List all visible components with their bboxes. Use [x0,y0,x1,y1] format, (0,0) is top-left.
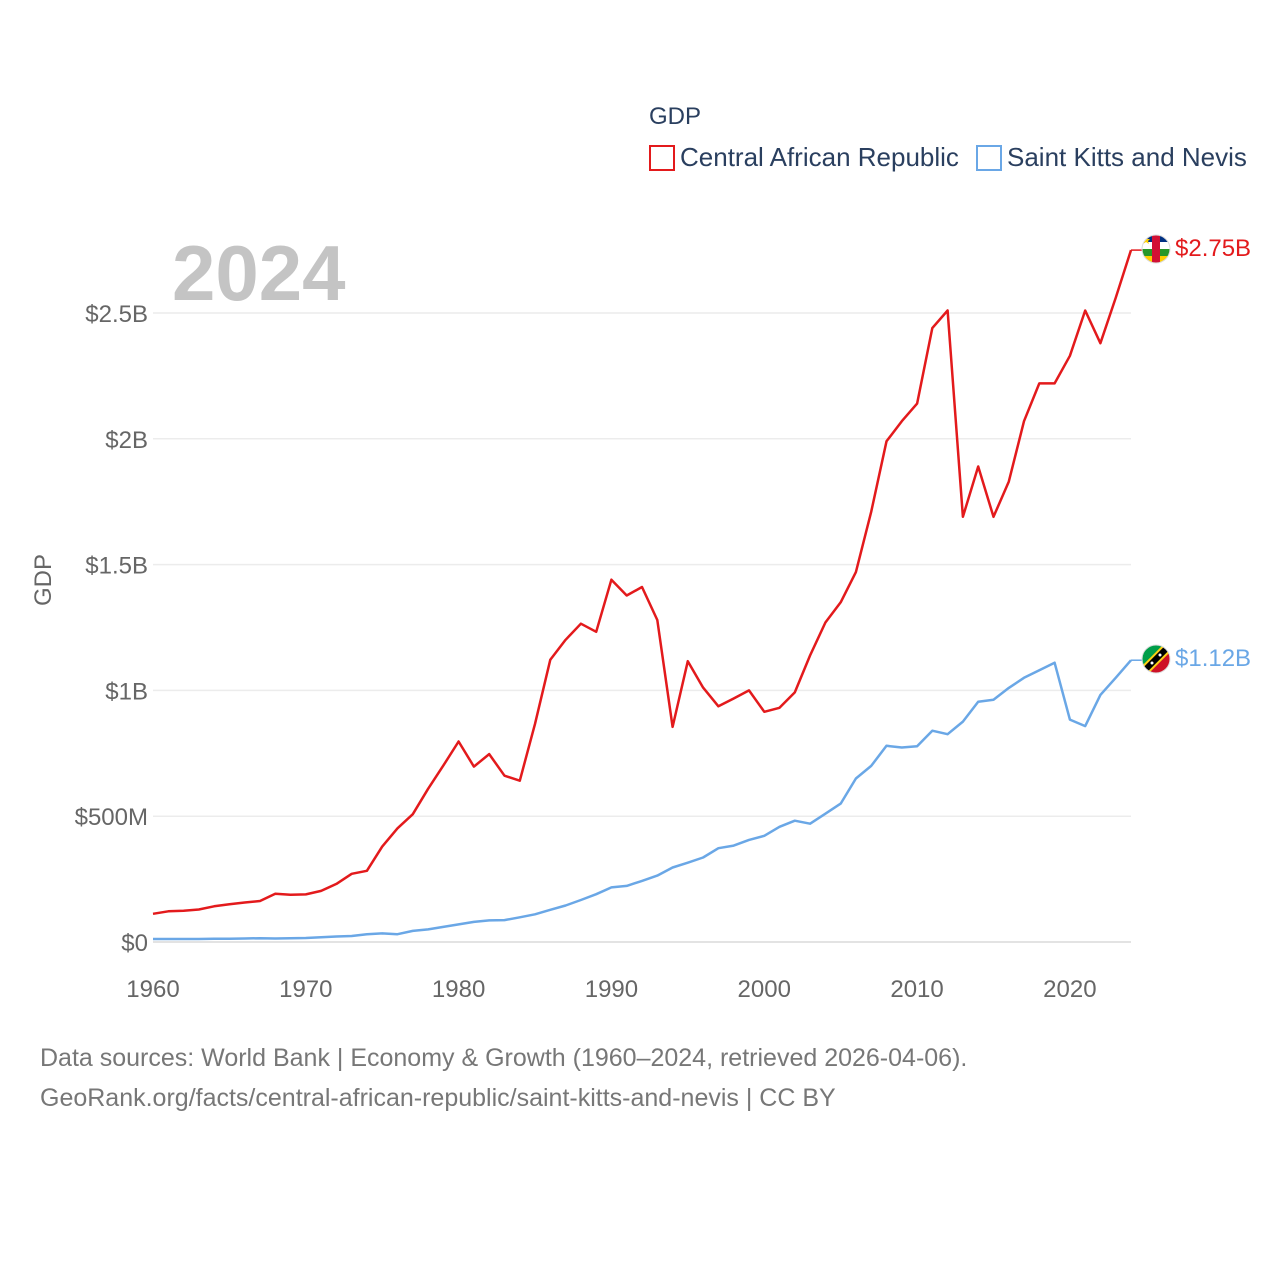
legend-item-kn[interactable]: Saint Kitts and Nevis [976,142,1247,172]
footer-sources: Data sources: World Bank | Economy & Gro… [40,1044,968,1072]
y-tick-label: $500M [75,804,148,831]
x-tick-label: 2000 [738,976,791,1003]
y-tick-label: $1.5B [85,553,148,580]
y-tick-label: $2B [105,427,148,454]
x-axis-ticks: 1960 1970 1980 1990 2000 2010 2020 [126,976,1096,1003]
central-african-republic-flag-icon [1141,234,1171,264]
y-axis-ticks: $0 $500M $1B $1.5B $2B $2.5B [75,301,148,957]
x-tick-label: 1980 [432,976,485,1003]
series-line-kn[interactable] [153,659,1132,941]
legend-label: Central African Republic [680,142,959,172]
legend-item-car[interactable]: Central African Republic [649,142,959,172]
end-label-kn: $1.12B [1175,645,1251,672]
series-line-car[interactable] [152,249,1133,916]
legend[interactable]: GDP Central African Republic Saint Kitts… [649,103,1247,172]
footer-link[interactable]: GeoRank.org/facts/central-african-republ… [40,1084,836,1112]
year-label: 2024 [172,229,346,317]
y-tick-label: $1B [105,678,148,705]
legend-swatch [976,145,1002,171]
saint-kitts-and-nevis-flag-icon [1141,644,1171,674]
legend-label: Saint Kitts and Nevis [1007,142,1247,172]
end-label-car: $2.75B [1175,235,1251,262]
legend-title: GDP [649,103,701,130]
legend-swatch [649,145,675,171]
x-tick-label: 2020 [1043,976,1096,1003]
y-tick-label: $2.5B [85,301,148,328]
y-tick-label: $0 [121,930,148,957]
gridlines [153,312,1131,943]
x-tick-label: 2010 [890,976,943,1003]
x-tick-label: 1990 [585,976,638,1003]
x-tick-label: 1970 [279,976,332,1003]
y-axis-title: GDP [30,554,57,606]
series-lines [152,249,1142,941]
x-tick-label: 1960 [126,976,179,1003]
